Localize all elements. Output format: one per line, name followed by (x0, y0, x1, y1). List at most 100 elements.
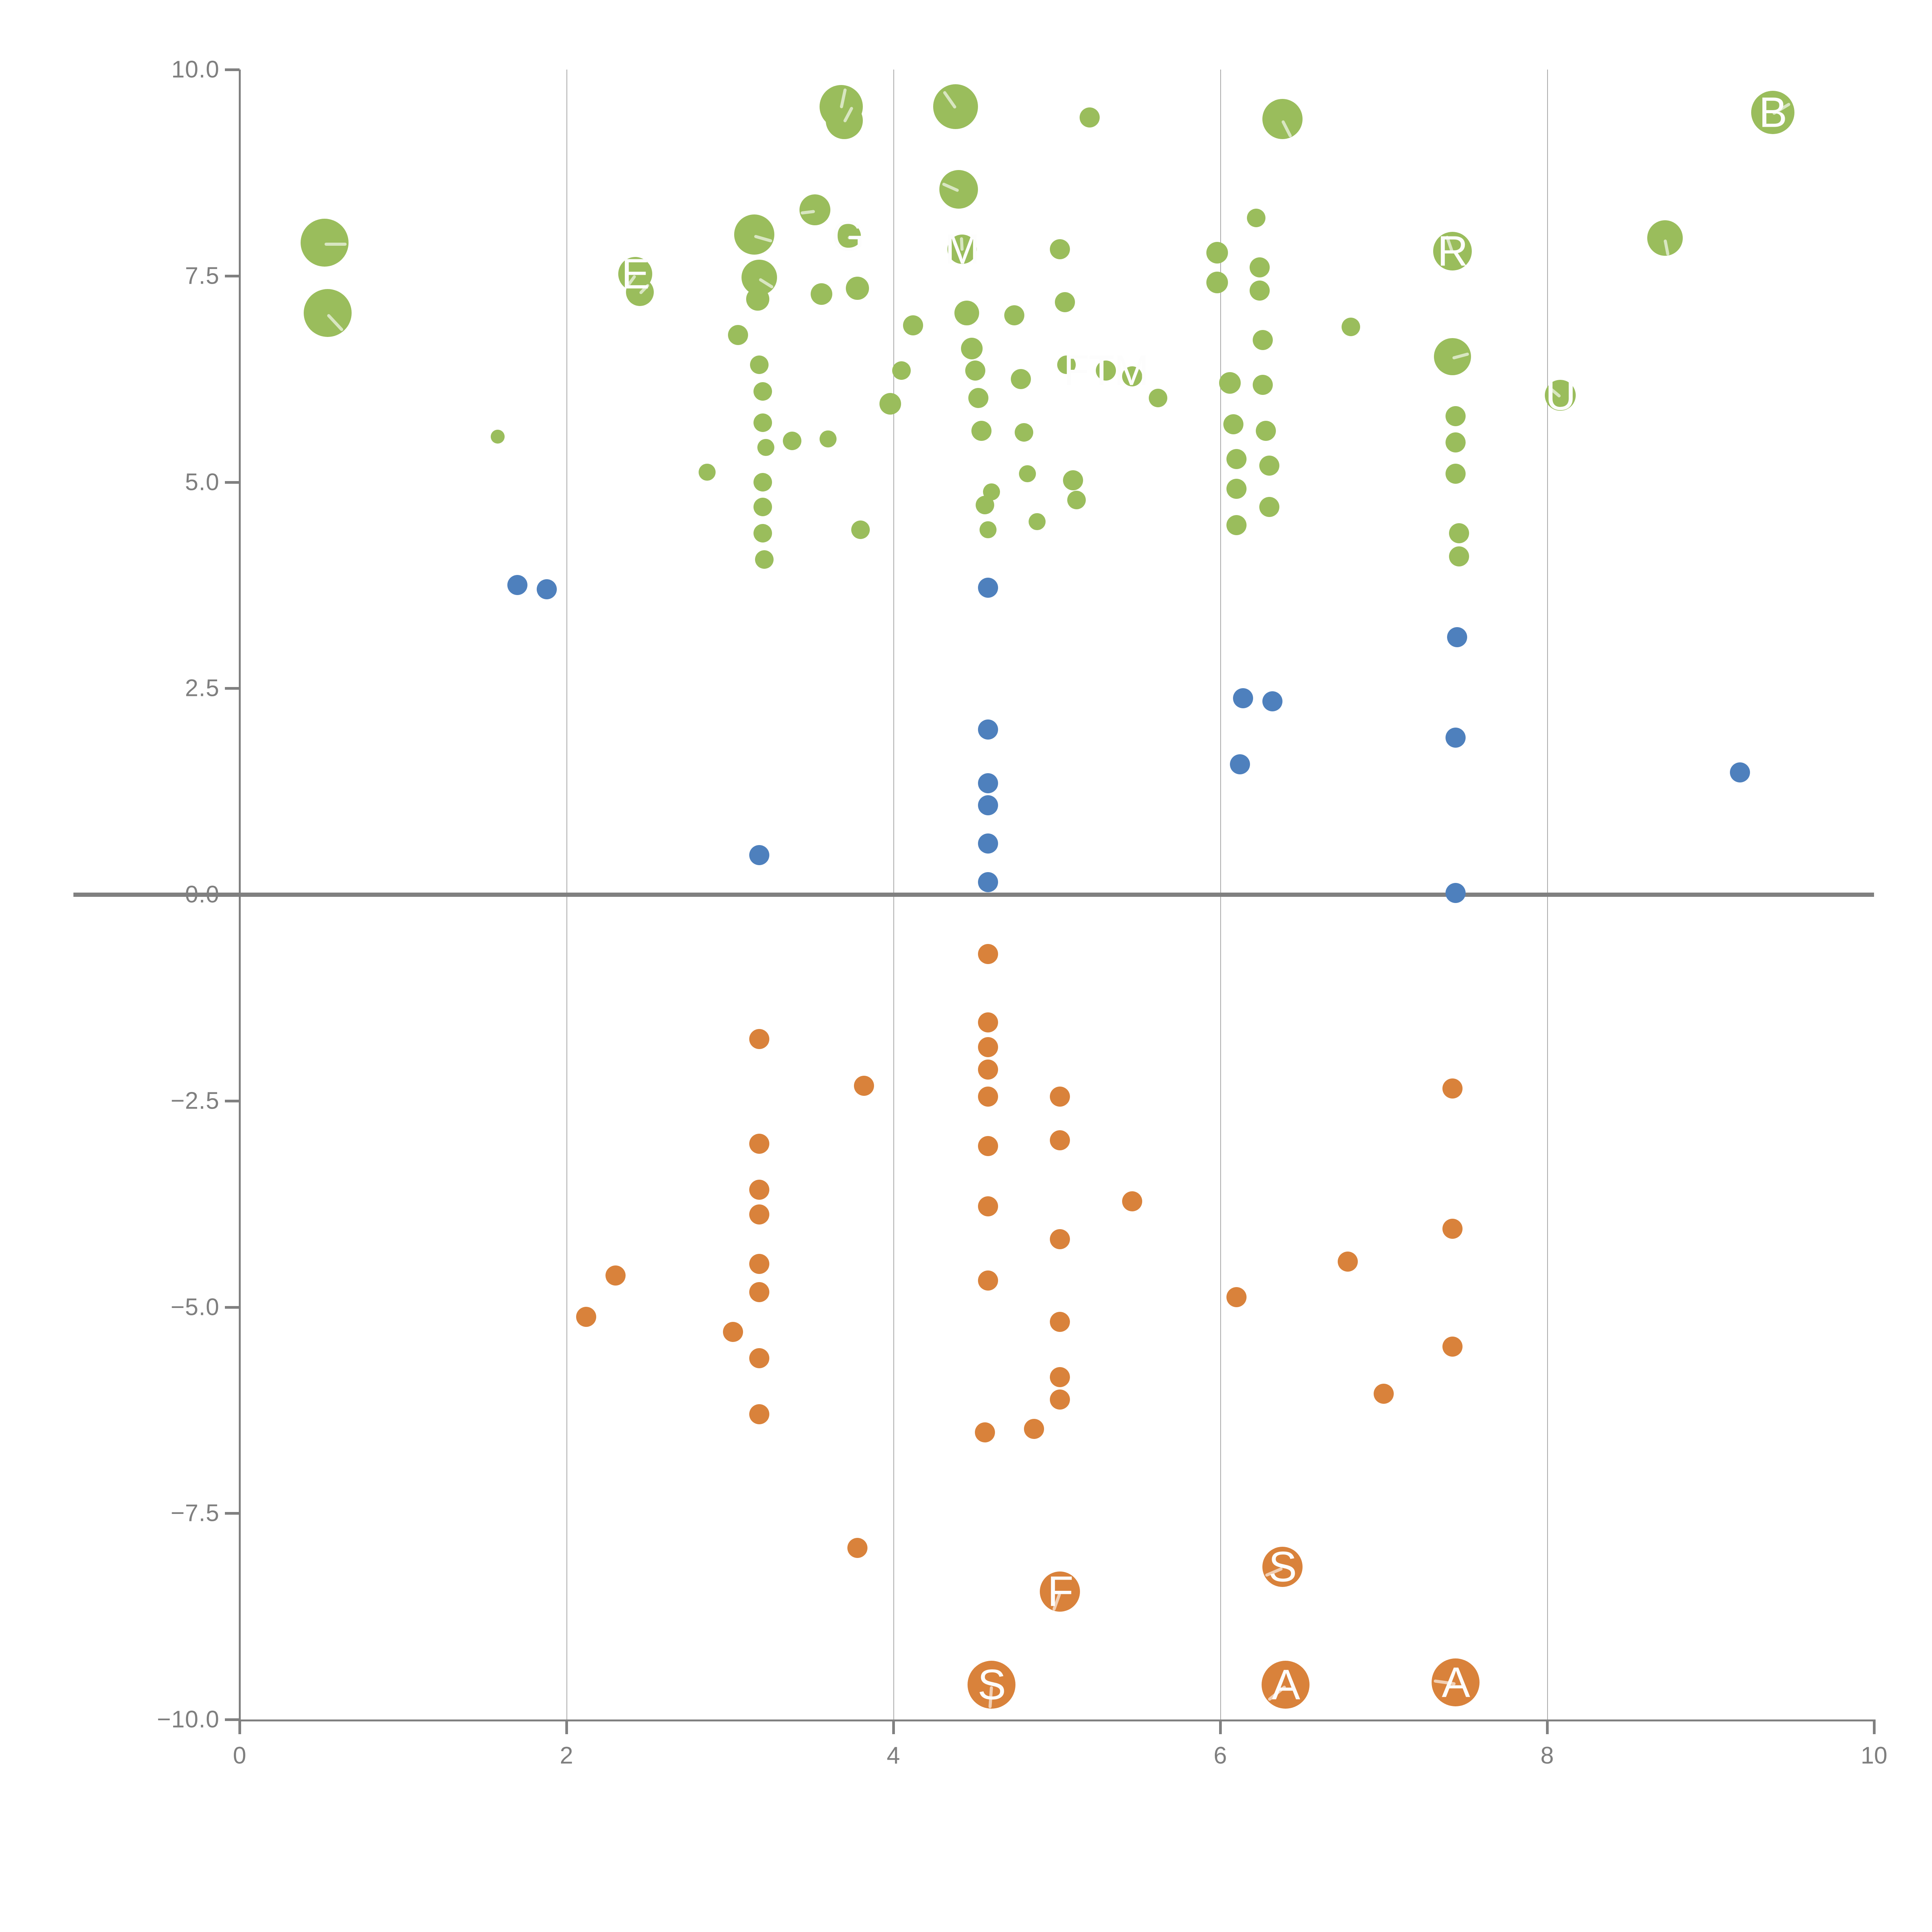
data-point-neutral[interactable] (978, 872, 998, 892)
data-point-negative[interactable] (1050, 1130, 1070, 1151)
data-point-positive[interactable] (968, 388, 988, 408)
data-point-negative[interactable] (749, 1282, 770, 1303)
data-point-positive[interactable] (734, 214, 775, 255)
data-point-negative[interactable] (749, 1029, 770, 1049)
data-point-neutral[interactable] (978, 773, 998, 793)
data-point-positive[interactable] (753, 497, 772, 516)
data-point-negative[interactable] (1432, 1658, 1480, 1706)
data-point-neutral[interactable] (749, 845, 770, 865)
data-point-positive[interactable] (1219, 372, 1241, 394)
data-point-negative[interactable] (978, 1012, 998, 1032)
data-point-positive[interactable] (834, 223, 861, 250)
data-point-positive[interactable] (757, 439, 775, 456)
data-point-negative[interactable] (1226, 1287, 1247, 1307)
data-point-positive[interactable] (1544, 380, 1576, 411)
data-point-positive[interactable] (753, 524, 772, 543)
data-point-negative[interactable] (847, 1537, 867, 1558)
data-point-positive[interactable] (810, 283, 832, 305)
data-point-positive[interactable] (1055, 292, 1075, 313)
data-point-negative[interactable] (975, 1422, 995, 1443)
data-point-positive[interactable] (1433, 231, 1472, 270)
data-point-positive[interactable] (1446, 464, 1466, 484)
data-point-positive[interactable] (698, 463, 716, 481)
data-point-positive[interactable] (971, 421, 992, 441)
data-point-negative[interactable] (1374, 1383, 1394, 1404)
data-point-negative[interactable] (1024, 1419, 1044, 1439)
data-point-positive[interactable] (933, 84, 978, 129)
data-point-positive[interactable] (845, 276, 869, 300)
data-point-neutral[interactable] (537, 579, 557, 600)
data-point-neutral[interactable] (1262, 691, 1283, 712)
data-point-neutral[interactable] (1233, 688, 1253, 708)
data-point-positive[interactable] (1449, 523, 1469, 543)
data-point-negative[interactable] (1442, 1218, 1463, 1239)
data-point-positive[interactable] (1262, 99, 1303, 139)
data-point-negative[interactable] (1262, 1547, 1303, 1587)
data-point-negative[interactable] (854, 1076, 874, 1096)
data-point-negative[interactable] (978, 1059, 998, 1080)
data-point-negative[interactable] (749, 1404, 770, 1425)
data-point-negative[interactable] (978, 1037, 998, 1057)
data-point-positive[interactable] (892, 361, 911, 380)
data-point-positive[interactable] (1067, 491, 1086, 510)
data-point-negative[interactable] (1122, 1191, 1142, 1212)
data-point-neutral[interactable] (1730, 762, 1750, 783)
data-point-positive[interactable] (954, 300, 980, 325)
data-point-negative[interactable] (1050, 1367, 1070, 1387)
data-point-negative[interactable] (605, 1265, 626, 1286)
data-point-neutral[interactable] (507, 575, 528, 595)
data-point-positive[interactable] (626, 278, 654, 306)
data-point-positive[interactable] (903, 315, 923, 335)
data-point-negative[interactable] (1050, 1389, 1070, 1410)
data-point-positive[interactable] (1050, 239, 1070, 260)
data-point-positive[interactable] (879, 393, 901, 415)
data-point-positive[interactable] (1249, 257, 1270, 278)
data-point-positive[interactable] (755, 550, 774, 569)
data-point-negative[interactable] (749, 1204, 770, 1225)
data-point-positive[interactable] (1256, 421, 1276, 441)
data-point-positive[interactable] (1004, 305, 1025, 326)
data-point-neutral[interactable] (1447, 627, 1468, 647)
data-point-positive[interactable] (983, 483, 1000, 501)
data-point-positive[interactable] (491, 430, 505, 444)
data-point-positive[interactable] (753, 382, 772, 401)
data-point-positive[interactable] (782, 431, 801, 450)
data-point-positive[interactable] (1342, 318, 1361, 337)
data-point-positive[interactable] (799, 194, 830, 225)
data-point-positive[interactable] (1446, 432, 1466, 453)
data-point-negative[interactable] (749, 1133, 770, 1154)
data-point-positive[interactable] (1122, 366, 1142, 387)
data-point-positive[interactable] (1751, 91, 1794, 134)
data-point-positive[interactable] (1079, 107, 1100, 128)
data-point-positive[interactable] (728, 325, 748, 345)
data-point-positive[interactable] (1226, 449, 1247, 469)
data-point-positive[interactable] (1434, 338, 1471, 375)
data-point-positive[interactable] (1226, 515, 1247, 535)
data-point-neutral[interactable] (978, 795, 998, 816)
data-point-positive[interactable] (1647, 220, 1683, 256)
data-point-negative[interactable] (1050, 1311, 1070, 1332)
data-point-negative[interactable] (967, 1661, 1015, 1709)
data-point-positive[interactable] (1149, 388, 1168, 407)
data-point-neutral[interactable] (1446, 883, 1466, 903)
data-point-positive[interactable] (980, 521, 997, 539)
data-point-positive[interactable] (947, 235, 977, 264)
data-point-positive[interactable] (753, 413, 772, 432)
data-point-positive[interactable] (304, 289, 352, 337)
data-point-negative[interactable] (1050, 1087, 1070, 1107)
data-point-positive[interactable] (1226, 478, 1247, 499)
data-point-negative[interactable] (749, 1348, 770, 1368)
data-point-positive[interactable] (1029, 513, 1046, 530)
data-point-negative[interactable] (576, 1307, 596, 1327)
data-point-negative[interactable] (1442, 1336, 1463, 1357)
data-point-positive[interactable] (1063, 470, 1083, 491)
data-point-positive[interactable] (939, 170, 978, 209)
data-point-negative[interactable] (978, 1196, 998, 1217)
data-point-positive[interactable] (1015, 423, 1034, 442)
data-point-negative[interactable] (749, 1254, 770, 1274)
data-point-positive[interactable] (1019, 465, 1036, 483)
data-point-positive[interactable] (1259, 497, 1279, 517)
data-point-positive[interactable] (1446, 406, 1466, 426)
data-point-positive[interactable] (965, 361, 985, 381)
data-point-neutral[interactable] (978, 833, 998, 854)
